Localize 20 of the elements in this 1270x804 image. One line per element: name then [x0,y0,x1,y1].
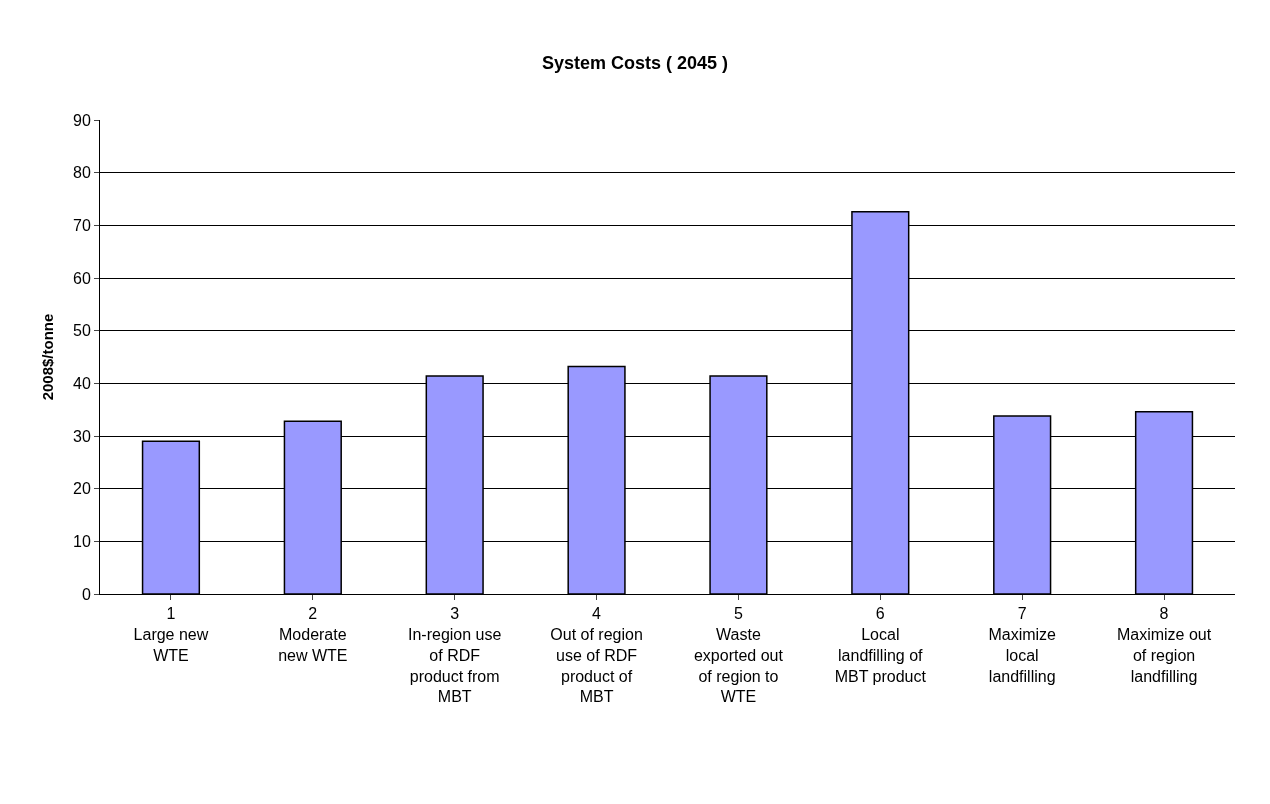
x-tick-label: 2 Moderate new WTE [278,605,348,664]
x-tick-label: 3 In-region use of RDF product from MBT [407,605,502,706]
x-tick-label: 4 Out of region use of RDF product of MBT [550,605,643,706]
y-tick-label: 30 [73,427,91,445]
x-tick-label: 5 Waste exported out of region to WTE [693,605,784,706]
y-tick-label: 70 [73,216,91,234]
x-tick-label: 1 Large new WTE [133,605,209,664]
chart-title: System Costs ( 2045 ) [541,52,729,73]
y-tick-label: 40 [73,374,91,392]
x-tick-label: 6 Local landfilling of MBT product [834,605,927,685]
y-tick-label: 10 [73,532,91,550]
y-tick-label: 50 [73,322,91,340]
x-tick-label: 8 Maximize out of region landfilling [1116,605,1212,685]
y-tick-label: 0 [81,585,91,603]
y-axis-title: 2008$/tonne [39,313,57,401]
y-tick-label: 60 [73,269,91,287]
y-tick-label: 20 [73,480,91,498]
x-tick-label: 7 Maximize local landfilling [988,605,1057,685]
y-tick-label: 80 [73,164,91,182]
y-tick-label: 90 [73,111,91,129]
